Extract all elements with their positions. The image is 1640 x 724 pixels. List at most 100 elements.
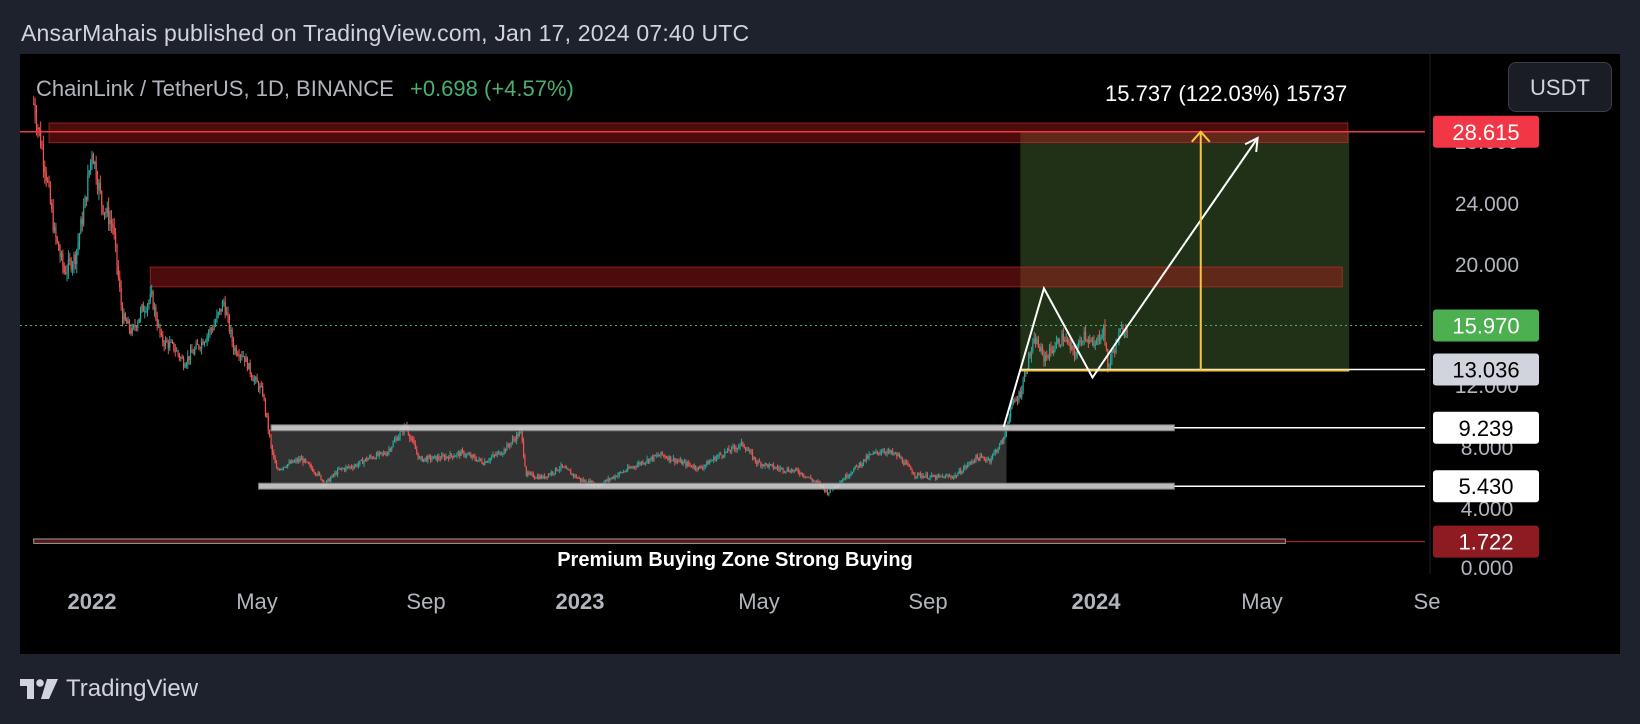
price-label-badge[interactable] <box>1433 309 1539 342</box>
candle <box>221 302 224 312</box>
candle <box>114 234 117 245</box>
candle <box>176 350 178 352</box>
candle <box>1101 334 1103 339</box>
candle <box>896 453 898 457</box>
candle <box>267 416 269 431</box>
candle <box>554 467 557 473</box>
candle <box>1107 349 1109 367</box>
y-tick-label: 4.000 <box>1461 498 1514 521</box>
candle <box>187 356 189 364</box>
resistance-zone[interactable] <box>149 266 1343 288</box>
candle <box>561 464 564 467</box>
candle <box>536 475 539 479</box>
symbol-legend[interactable]: ChainLink / TetherUS, 1D, BINANCE +0.698… <box>36 76 574 102</box>
candle <box>559 468 561 471</box>
candle <box>442 455 444 457</box>
candle <box>987 458 990 460</box>
candle <box>170 341 172 343</box>
candle <box>149 294 151 302</box>
candle <box>549 474 551 476</box>
candle <box>332 474 335 476</box>
candle <box>248 362 250 370</box>
candle <box>646 458 648 463</box>
candle <box>284 466 286 468</box>
price-chart[interactable]: Premium Buying Zone Strong Buying28.0002… <box>20 54 1620 654</box>
candle <box>761 464 763 467</box>
buy-zone[interactable] <box>33 538 1286 544</box>
candle <box>890 450 892 453</box>
accumulation-zone[interactable] <box>271 426 1007 486</box>
candle <box>753 457 755 459</box>
candle <box>117 265 119 278</box>
candle <box>124 313 126 320</box>
candle <box>184 366 186 368</box>
candle <box>40 130 42 147</box>
candle <box>1094 344 1096 346</box>
price-label-text: 13.036 <box>1452 357 1519 382</box>
price-label-badge[interactable] <box>1433 115 1539 148</box>
candle <box>788 468 790 472</box>
price-label-badge[interactable] <box>1433 470 1539 503</box>
candle <box>346 466 348 468</box>
candle <box>296 459 298 462</box>
candle <box>395 438 397 441</box>
candle <box>130 329 132 334</box>
candle <box>904 462 906 465</box>
candle <box>226 312 228 315</box>
resistance-zone[interactable] <box>48 122 1349 144</box>
candle <box>858 462 860 468</box>
candle <box>37 127 39 129</box>
candle <box>417 452 419 459</box>
tradingview-logo[interactable]: TradingView <box>20 674 198 704</box>
candle <box>732 446 734 448</box>
price-label-badge[interactable] <box>1433 353 1539 386</box>
candle <box>35 116 38 128</box>
candle <box>492 454 494 457</box>
candle <box>59 250 61 257</box>
candle <box>1051 350 1053 353</box>
candle <box>352 467 354 469</box>
candle <box>1105 344 1107 350</box>
candle <box>546 476 548 478</box>
candle <box>907 462 909 466</box>
candle <box>266 412 268 417</box>
price-label-badge[interactable] <box>1433 411 1539 444</box>
candle <box>650 456 652 459</box>
candle <box>314 472 317 475</box>
support-band[interactable] <box>270 424 1175 432</box>
candle <box>1022 380 1024 391</box>
candle <box>588 480 590 485</box>
chart-panel[interactable]: Premium Buying Zone Strong Buying28.0002… <box>20 54 1620 654</box>
candle <box>887 450 890 452</box>
candle <box>943 476 945 479</box>
candle <box>765 463 768 465</box>
candle <box>134 325 136 328</box>
candle <box>560 464 562 469</box>
candle <box>1091 341 1094 343</box>
candle <box>239 355 242 358</box>
candle <box>1065 339 1067 342</box>
candle <box>563 466 565 468</box>
candle <box>532 473 534 478</box>
candle <box>1008 417 1010 424</box>
candle <box>1054 347 1056 350</box>
candle <box>1010 408 1012 418</box>
candle <box>951 477 953 479</box>
candle <box>91 154 93 160</box>
projection-path[interactable] <box>1002 137 1259 428</box>
candle <box>924 476 926 478</box>
candle <box>481 460 483 464</box>
candle <box>145 310 147 312</box>
symbol-title[interactable]: ChainLink / TetherUS, 1D, BINANCE <box>36 76 394 101</box>
candle <box>368 456 371 459</box>
price-label-badge[interactable] <box>1433 525 1539 558</box>
candle <box>750 450 752 453</box>
support-band[interactable] <box>258 482 1175 490</box>
candle <box>958 470 960 474</box>
currency-button[interactable]: USDT <box>1508 62 1612 112</box>
candle <box>414 443 416 450</box>
candle <box>137 322 139 328</box>
candle <box>69 258 71 261</box>
candle <box>467 454 469 456</box>
candle <box>879 452 881 454</box>
